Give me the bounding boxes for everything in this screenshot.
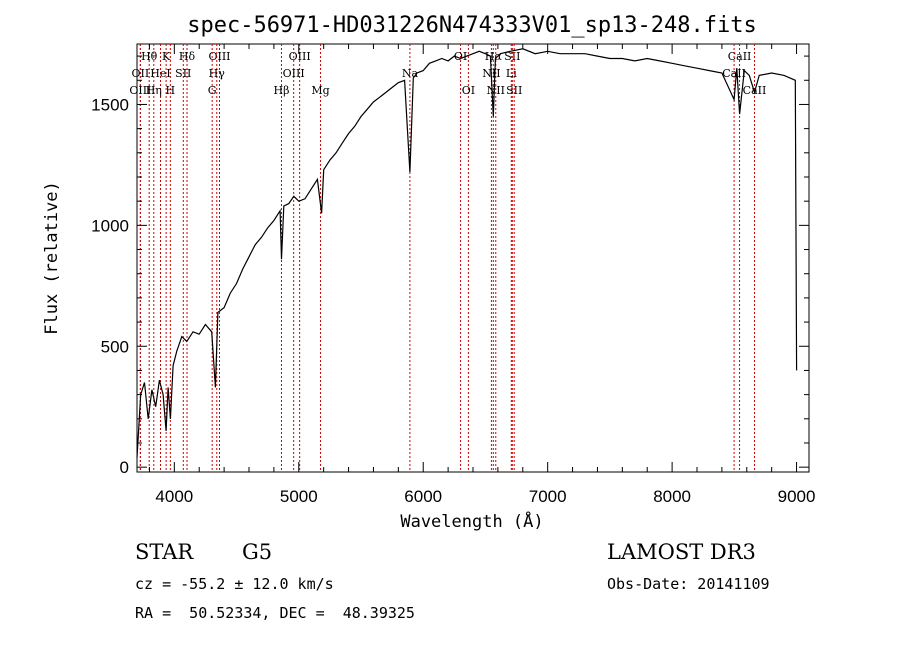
x-tick-label: 8000 [653,487,691,506]
line-marker-label: SII [175,67,191,80]
object-subclass: G5 [242,540,273,564]
line-marker-label: HeI [150,67,170,80]
line-marker-label: G [208,84,217,97]
spectrum-series-line [136,48,798,458]
chart-title: spec-56971-HD031226N474333V01_sp13-248.f… [187,13,757,38]
line-marker-label: Li [506,67,517,80]
x-axis-label: Wavelength (Å) [400,510,543,532]
line-marker-label: Hβ [274,84,290,97]
y-tick-label: 500 [101,337,129,356]
object-class: STAR [135,540,194,564]
plot-frame [136,43,810,473]
x-tick-label: 4000 [155,487,193,506]
line-marker-label: OI [454,50,467,63]
line-marker-label: Hθ [141,50,158,63]
line-marker-label: OIII [283,67,305,80]
survey-name: LAMOST DR3 [607,540,756,564]
line-marker-label: Mg [311,84,329,97]
line-marker-label: CaII [728,50,752,63]
y-tick-label: 1500 [91,95,129,114]
line-marker-label: K [162,50,171,63]
x-tick-label: 7000 [529,487,567,506]
line-marker-label: OIII [289,50,311,63]
line-marker-label: SII [504,50,520,63]
axis-ticks: 4000 5000 6000 7000 8000 9000 0 500 1000 1500 [91,44,815,506]
y-tick-label: 1000 [91,216,129,235]
line-marker-label: OIII [129,84,151,97]
line-marker-label: OIII [208,50,230,63]
x-tick-label: 9000 [778,487,816,506]
redshift-cz: cz = -55.2 ± 12.0 km/s [135,575,334,593]
y-axis-label: Flux (relative) [42,181,62,335]
line-marker-label: Hη [146,84,162,97]
line-marker-label: OI [462,84,475,97]
line-marker-label: CaII [722,67,746,80]
line-marker-label: H [166,84,176,97]
x-tick-label: 5000 [280,487,318,506]
y-tick-label: 0 [120,458,129,477]
line-marker-label: Hδ [179,50,196,63]
coordinates: RA = 50.52334, DEC = 48.39325 [135,604,415,622]
observation-date: Obs-Date: 20141109 [607,575,770,593]
line-marker-label: Hγ [209,67,226,80]
line-marker-label: NII [487,84,505,97]
line-marker-label: SII [506,84,522,97]
line-marker-label: Hα [485,50,503,63]
x-tick-label: 6000 [404,487,442,506]
